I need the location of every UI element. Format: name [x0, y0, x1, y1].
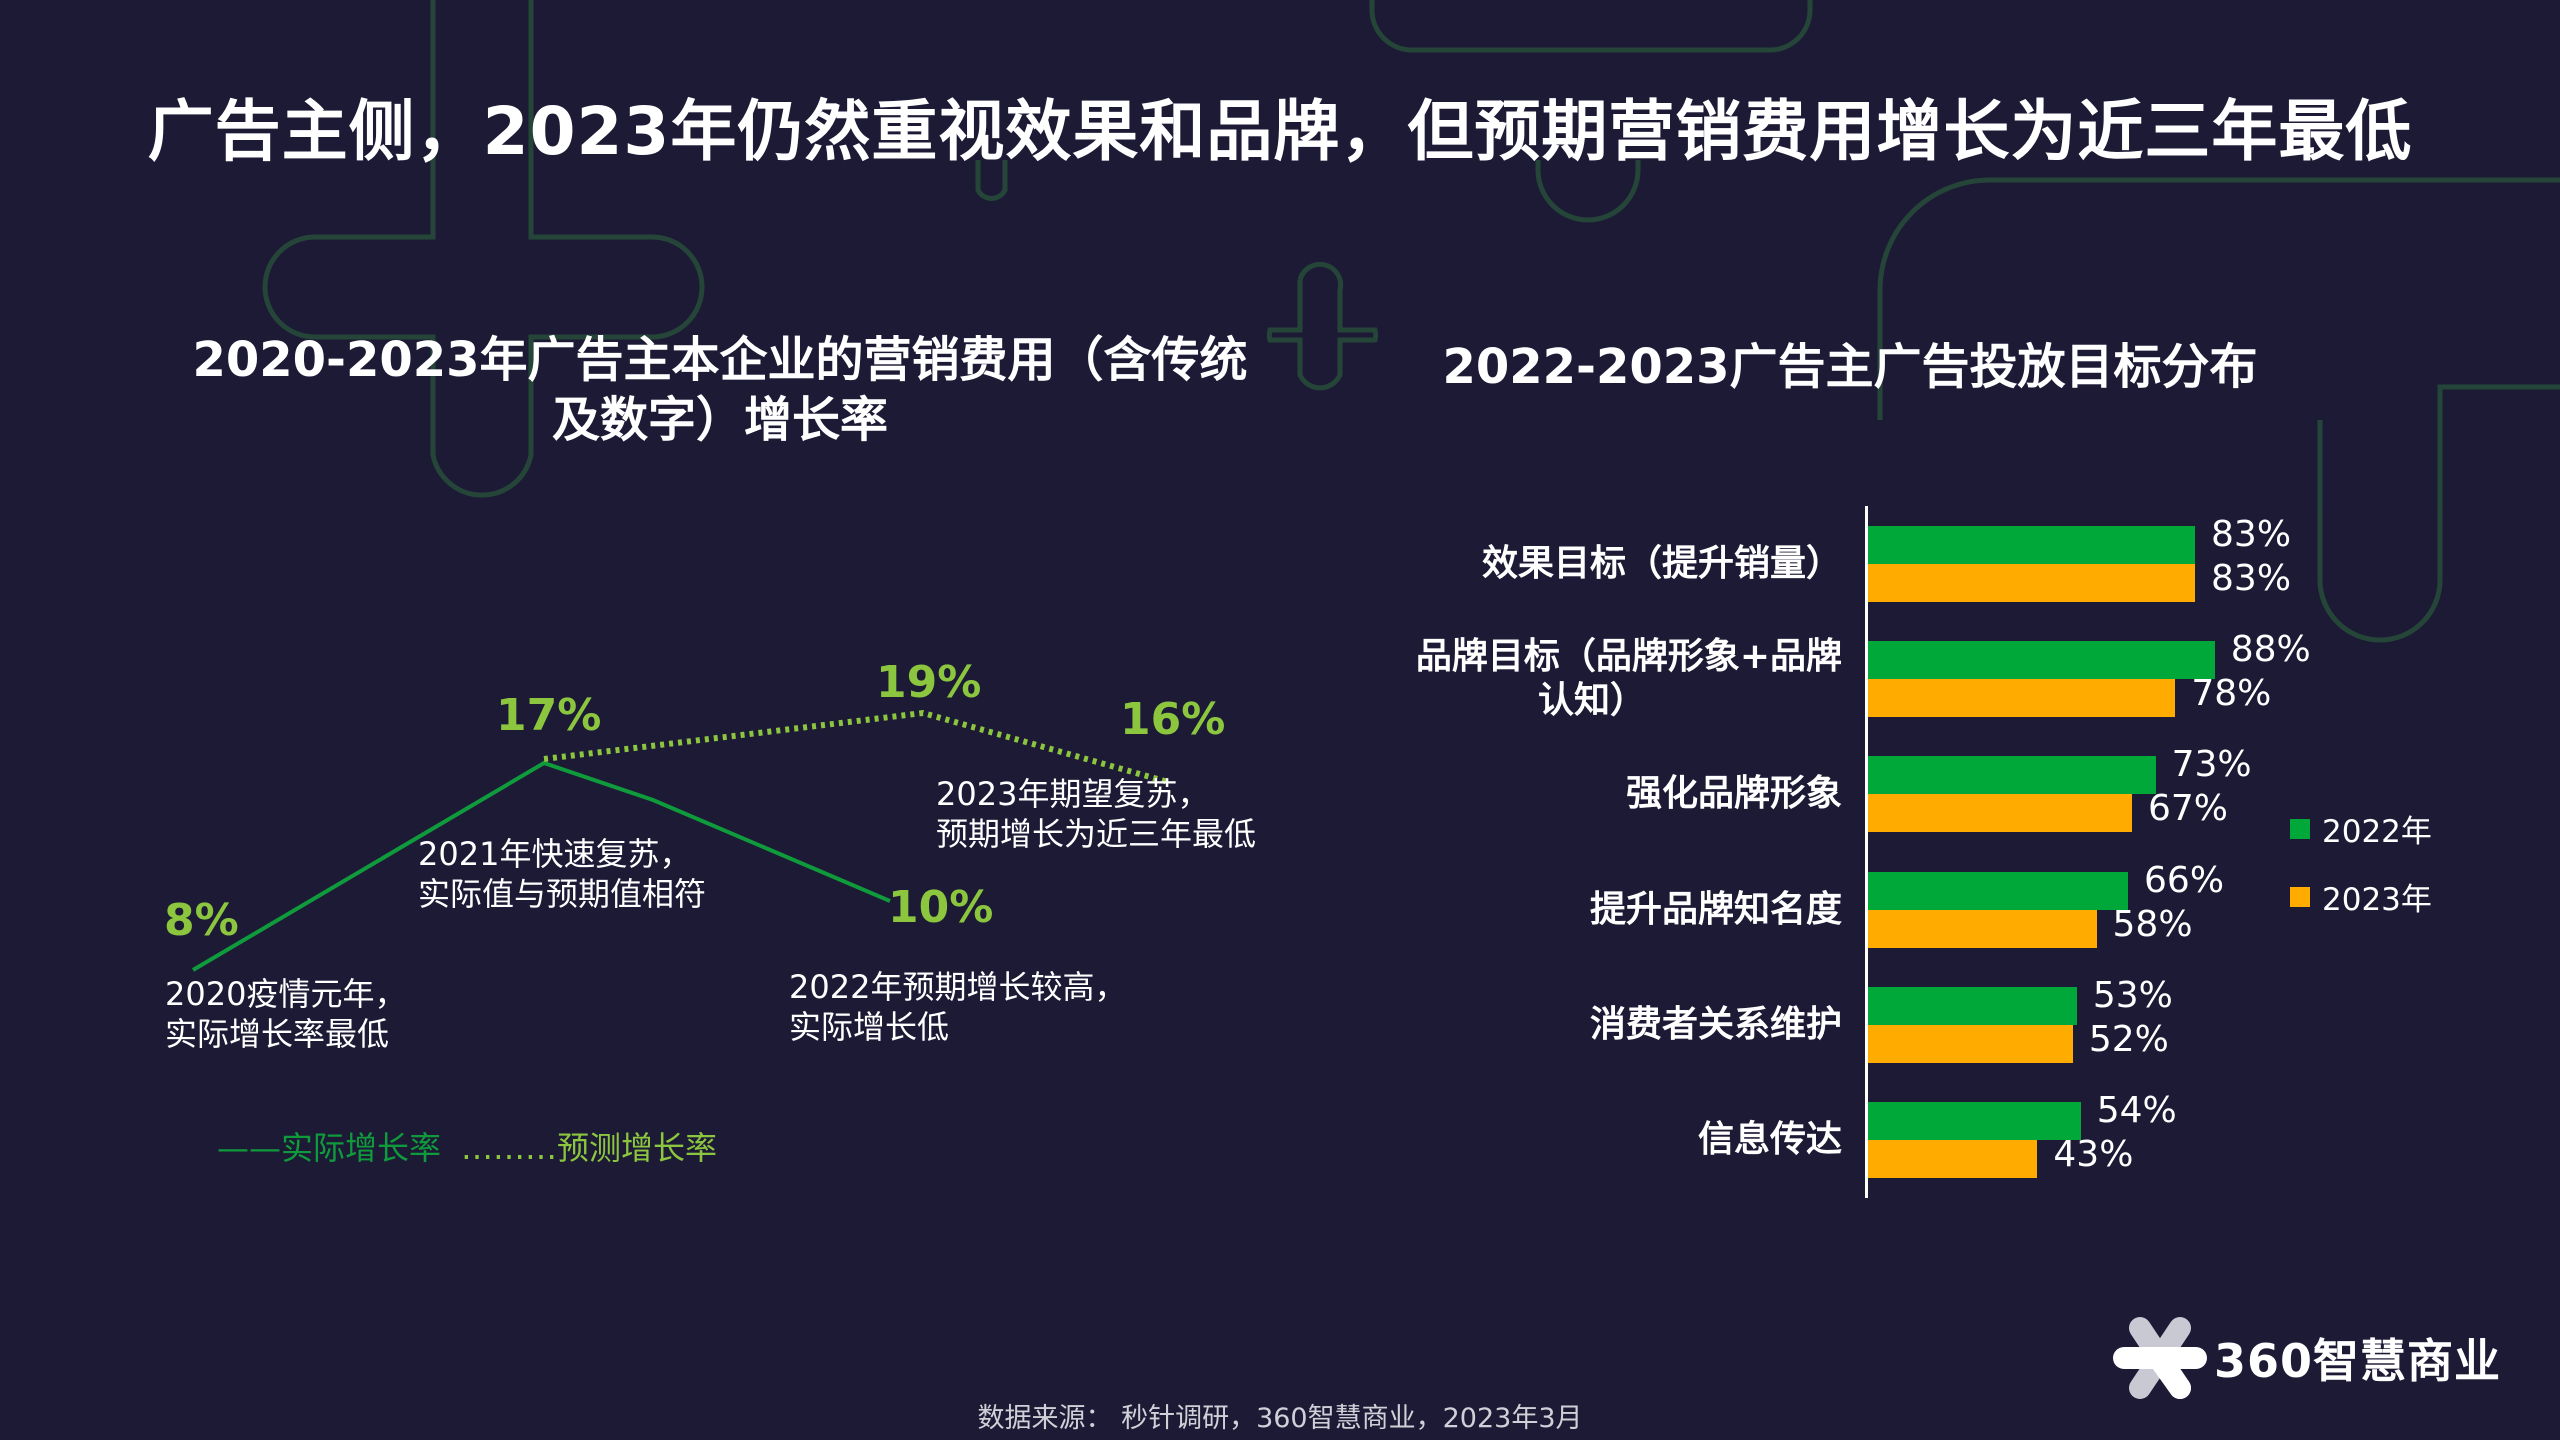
- category-label-line: 提升品牌知名度: [1589, 888, 1842, 930]
- logo: 360智慧商业: [2112, 1316, 2501, 1400]
- bar-2022年-0: [1868, 526, 2196, 564]
- bg-plus-shape-small: [1266, 261, 1379, 391]
- bar-2023年-4: [1868, 1024, 2073, 1063]
- data-source: 数据来源： 秒针调研，360智慧商业，2023年3月: [977, 1403, 1583, 1434]
- bg-shape-top: [1369, 0, 1813, 53]
- legend-swatch-2022: [2290, 818, 2310, 839]
- bar-2022年-4: [1868, 986, 2077, 1025]
- bg-plus-shape-left: [262, 0, 705, 498]
- bar-2022年-5: [1868, 1102, 2081, 1140]
- bar-value-label: 88%: [2230, 629, 2311, 671]
- category-label: 效果目标（提升销量）: [1342, 542, 1842, 586]
- legend-forecast: ………预测增长率: [461, 1129, 718, 1167]
- data-label-2021: 17%: [496, 690, 602, 741]
- data-label-2022-actual: 10%: [888, 882, 994, 933]
- bar-value-label: 66%: [2144, 859, 2225, 901]
- legend-actual: ——实际增长率: [217, 1129, 442, 1167]
- bar-value-label: 78%: [2191, 673, 2272, 715]
- bar-2023年-0: [1868, 564, 2196, 602]
- bar-value-label: 67%: [2147, 788, 2228, 830]
- data-label-2020: 8%: [164, 895, 239, 946]
- annotation-line: 2021年快速复苏，: [418, 835, 692, 873]
- category-label-line: 认知）: [1537, 680, 1646, 722]
- actual-growth-line: [191, 760, 891, 972]
- bg-shape-top2: [1535, 160, 1641, 223]
- annotation-line: 实际值与预期值相符: [418, 875, 707, 913]
- annotation-line: 2022年预期增长较高，: [789, 968, 1127, 1006]
- bar-2023年-1: [1868, 679, 2176, 718]
- bar-value-label: 53%: [2092, 974, 2173, 1016]
- category-label: 强化品牌形象: [1342, 772, 1842, 816]
- line-chart-title: 2020-2023年广告主本企业的营销费用（含传统 及数字）增长率: [160, 330, 1280, 450]
- legend-item-2022: 2022年: [2290, 806, 2432, 851]
- bar-value-label: 54%: [2096, 1090, 2177, 1131]
- line-chart-title-line-2: 及数字）增长率: [551, 392, 888, 448]
- annotation-line: 2020疫情元年，: [165, 975, 407, 1013]
- category-label-line: 品牌目标（品牌形象+品牌: [1415, 636, 1842, 678]
- bar-value-label: 58%: [2112, 903, 2193, 945]
- category-label: 提升品牌知名度: [1342, 888, 1842, 932]
- annotation-2022: 2022年预期增长较高， 实际增长低: [789, 967, 1126, 1047]
- bar-chart-axis: [1865, 506, 1868, 1198]
- legend-label: 2023年: [2322, 882, 2432, 918]
- annotation-line: 2023年期望复苏，: [936, 775, 1210, 813]
- bar-value-label: 73%: [2171, 744, 2252, 786]
- annotation-2021: 2021年快速复苏， 实际值与预期值相符: [418, 834, 706, 914]
- bg-shape-right-bar: [2317, 384, 2560, 643]
- annotation-line: 实际增长低: [789, 1008, 950, 1046]
- category-label-line: 强化品牌形象: [1625, 773, 1842, 815]
- forecast-growth-line: [543, 709, 1169, 785]
- page-title: 广告主侧，2023年仍然重视效果和品牌，但预期营销费用增长为近三年最低: [147, 93, 2413, 170]
- legend-label: 2022年: [2322, 814, 2432, 850]
- line-chart-legend: ——实际增长率 ………预测增长率: [217, 1128, 717, 1168]
- annotation-2023: 2023年期望复苏， 预期增长为近三年最低: [936, 774, 1256, 854]
- legend-item-2023: 2023年: [2290, 874, 2432, 919]
- bar-value-label: 52%: [2088, 1018, 2169, 1060]
- annotation-line: 实际增长率最低: [165, 1015, 390, 1053]
- line-chart-title-line-1: 2020-2023年广告主本企业的营销费用（含传统: [192, 332, 1248, 388]
- bg-shape-top3: [975, 160, 1008, 201]
- bar-value-label: 83%: [2211, 558, 2292, 599]
- category-label: 信息传达: [1342, 1118, 1842, 1162]
- data-label-2023-forecast: 16%: [1120, 694, 1226, 745]
- bg-shape-right: [1877, 177, 2560, 420]
- category-label-line: 效果目标（提升销量）: [1481, 543, 1842, 584]
- line-chart-plot: [191, 709, 1169, 972]
- category-label-line: 消费者关系维护: [1589, 1003, 1842, 1045]
- legend-swatch-2023: [2290, 886, 2310, 907]
- bar-value-label: 43%: [2053, 1134, 2134, 1175]
- bar-2022年-3: [1868, 871, 2129, 910]
- bar-2023年-2: [1868, 794, 2132, 833]
- bar-2023年-5: [1868, 1140, 2038, 1178]
- logo-text: 360智慧商业: [2214, 1334, 2502, 1388]
- bar-2022年-2: [1868, 756, 2156, 795]
- annotation-2020: 2020疫情元年， 实际增长率最低: [165, 974, 406, 1054]
- annotation-line: 预期增长为近三年最低: [936, 815, 1257, 853]
- bar-chart-title: 2022-2023广告主广告投放目标分布: [1442, 339, 2258, 395]
- logo-icon: [2113, 1317, 2207, 1399]
- data-label-2022-forecast: 19%: [876, 657, 982, 708]
- category-label: 消费者关系维护: [1342, 1003, 1842, 1047]
- bar-value-label: 83%: [2211, 514, 2292, 555]
- category-label-line: 信息传达: [1697, 1119, 1842, 1160]
- bar-2022年-1: [1868, 641, 2215, 680]
- bar-2023年-3: [1868, 909, 2097, 948]
- category-label: 品牌目标（品牌形象+品牌 认知）: [1342, 635, 1842, 723]
